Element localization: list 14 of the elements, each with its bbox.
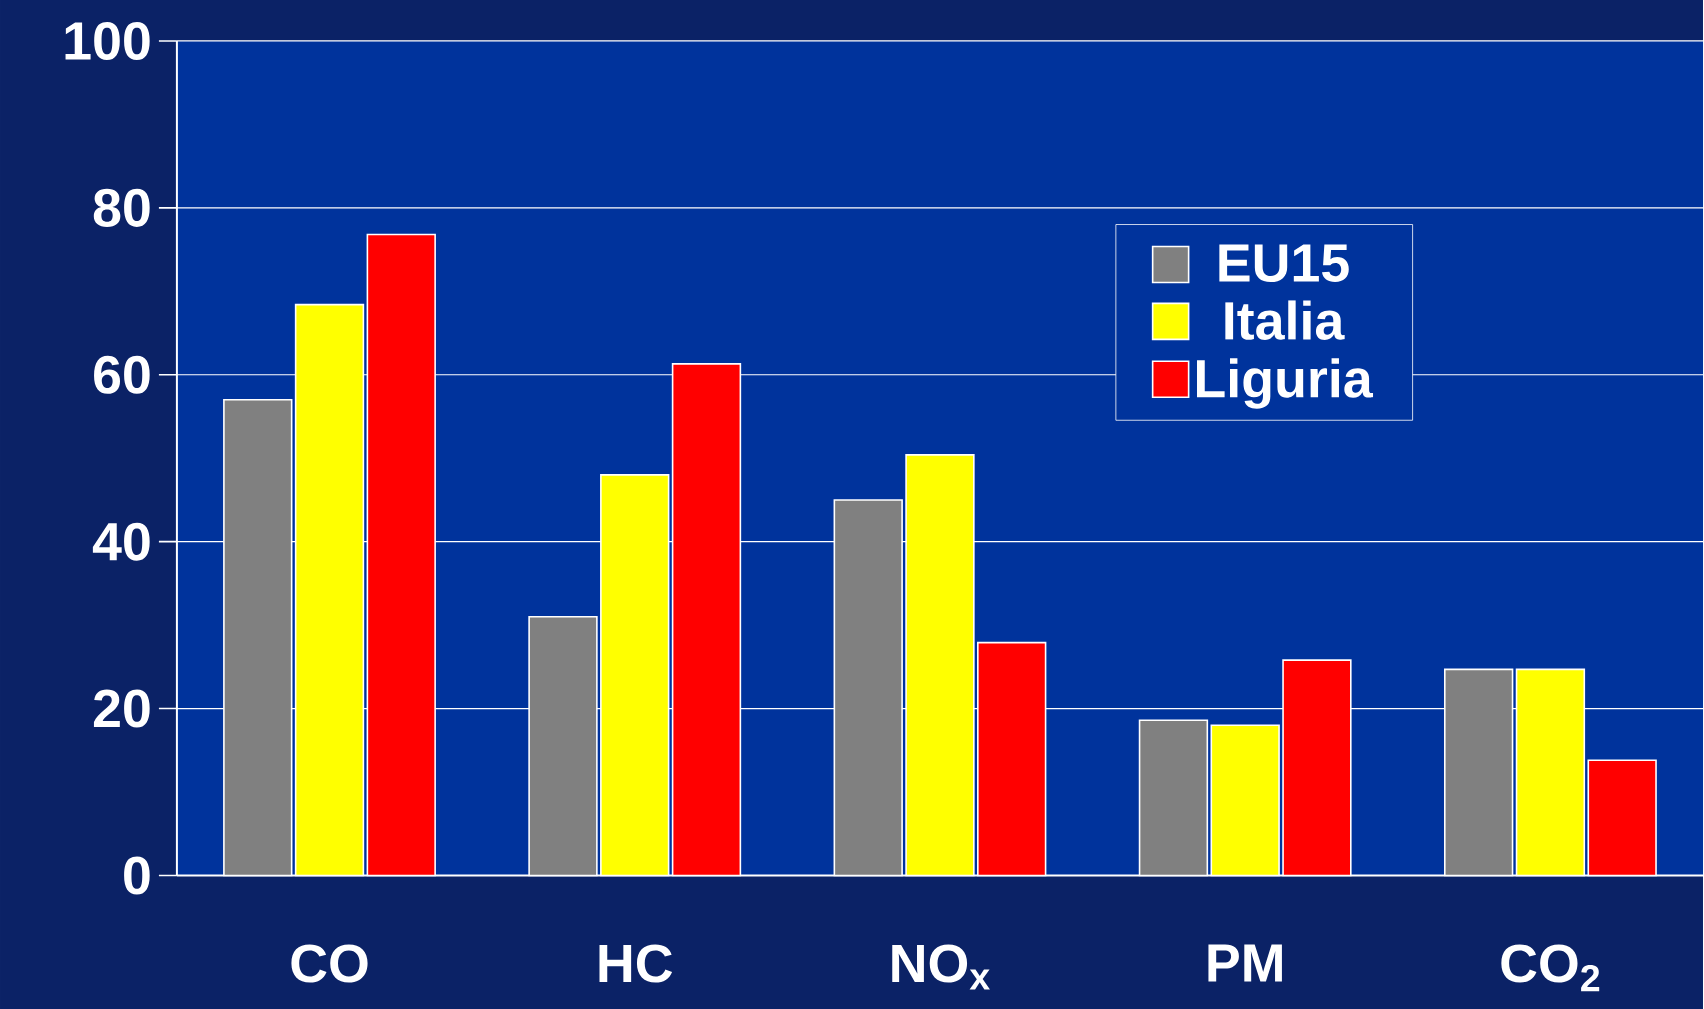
x-tick-label: CO$_{2}$ — [1501, 944, 1600, 992]
legend-label: EU15 — [1219, 244, 1349, 282]
x-tick-label: NO$_{x}$ — [892, 944, 990, 990]
y-tick-label: 100 — [65, 21, 150, 60]
y-tick-label: 0 — [124, 856, 150, 895]
x-tick-label: PM — [1208, 944, 1282, 982]
y-tick-label: 80 — [93, 188, 150, 227]
x-tick-label: HC — [599, 944, 673, 983]
legend-label: Liguria — [1197, 358, 1374, 409]
y-tick-label: 20 — [93, 689, 150, 728]
x-tick-label: CO — [291, 944, 368, 983]
y-tick-label: 40 — [92, 522, 150, 561]
y-tick-label: 60 — [94, 355, 150, 394]
legend-label: Italia — [1225, 300, 1345, 340]
